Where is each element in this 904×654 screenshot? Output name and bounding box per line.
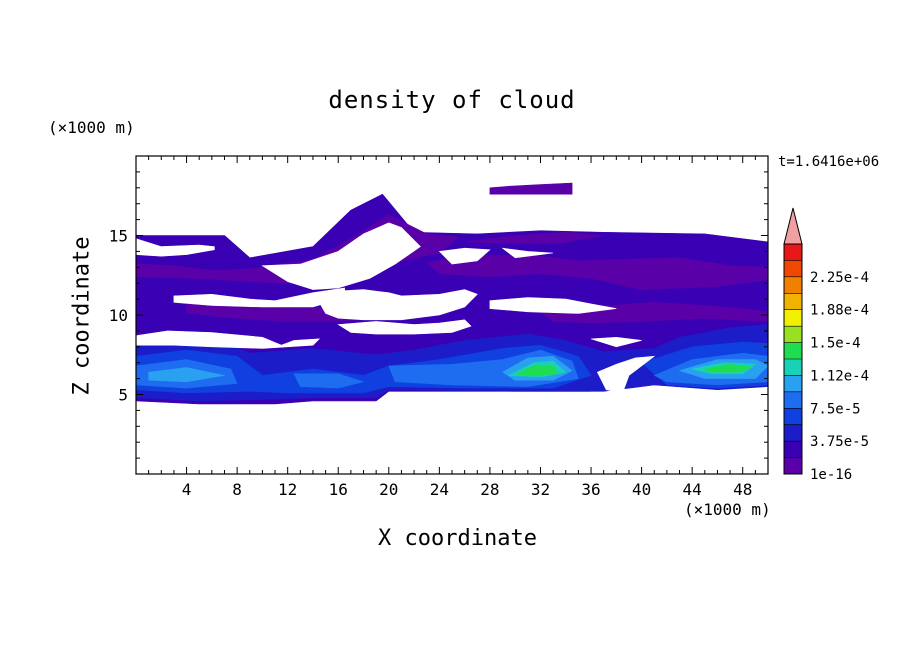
- colorbar-swatch-9: [784, 309, 802, 327]
- colorbar-swatch-0: [784, 457, 802, 474]
- clear-region-8: [489, 297, 617, 314]
- contour-region-18: [426, 254, 768, 290]
- clear-region-1: [136, 330, 321, 349]
- colorbar-label: 2.25e-4: [810, 270, 869, 286]
- clear-region-4: [318, 289, 478, 321]
- colorbar-swatch-3: [784, 408, 802, 425]
- colorbar-label: 3.75e-5: [810, 434, 869, 450]
- x-tick-label: 4: [182, 480, 192, 499]
- colorbar-label: 1.5e-4: [810, 336, 861, 352]
- clear-region-11: [136, 394, 768, 474]
- clear-region-0: [136, 238, 215, 257]
- contour-region-15: [489, 182, 573, 195]
- x-tick-label: 28: [480, 480, 499, 499]
- colorbar-swatch-7: [784, 342, 802, 359]
- colorbar-swatch-1: [784, 441, 802, 458]
- x-tick-label: 48: [733, 480, 752, 499]
- x-tick-label: 32: [531, 480, 550, 499]
- colorbar-swatch-10: [784, 293, 802, 310]
- contour-region-13: [514, 365, 559, 376]
- x-tick-label: 20: [379, 480, 398, 499]
- colorbar-swatch-11: [784, 276, 802, 294]
- colorbar-swatch-6: [784, 359, 802, 376]
- colorbar-label: 1e-16: [810, 467, 852, 483]
- x-tick-label: 36: [581, 480, 600, 499]
- clear-region-3: [261, 222, 421, 290]
- clear-region-9: [590, 336, 642, 348]
- colorbar-swatch-5: [784, 375, 802, 392]
- y-tick-label: 5: [118, 386, 128, 405]
- x-tick-label: 24: [430, 480, 449, 499]
- contour-field: [136, 182, 768, 474]
- colorbar-over-arrow: [783, 207, 803, 245]
- colorbar: 1e-16 3.75e-5 7.5e-5 1.12e-4 1.5e-4 1.88e-4 2.…: [783, 207, 869, 483]
- clear-region-6: [438, 247, 491, 265]
- clear-region-5: [337, 319, 472, 335]
- x-tick-label: 40: [632, 480, 651, 499]
- contour-region-5: [293, 373, 364, 389]
- colorbar-label: 1.88e-4: [810, 303, 869, 319]
- y-tick-label: 10: [109, 306, 128, 325]
- time-label: t=1.6416e+06: [778, 154, 880, 170]
- colorbar-label: 1.12e-4: [810, 368, 869, 384]
- colorbar-swatch-8: [784, 326, 802, 343]
- x-tick-label: 12: [278, 480, 297, 499]
- clear-region-10: [596, 355, 656, 394]
- colorbar-swatch-12: [784, 260, 802, 277]
- colorbar-swatch-4: [784, 391, 802, 409]
- colorbar-label: 7.5e-5: [810, 401, 861, 417]
- contour-region-8: [148, 367, 225, 383]
- x-axis-title: X coordinate: [378, 526, 537, 551]
- y-tick-label: 15: [109, 227, 128, 246]
- contour-region-16: [464, 232, 605, 244]
- contour-region-14: [704, 363, 754, 373]
- chart-title: density of cloud: [328, 86, 576, 114]
- x-axis-unit: (×1000 m): [684, 500, 771, 519]
- z-axis-unit: (×1000 m): [48, 118, 135, 137]
- colorbar-swatch-13: [784, 244, 802, 261]
- x-tick-label: 8: [232, 480, 242, 499]
- clear-region-7: [501, 247, 554, 259]
- colorbar-swatch-2: [784, 424, 802, 442]
- x-tick-label: 16: [329, 480, 348, 499]
- x-tick-label: 44: [683, 480, 702, 499]
